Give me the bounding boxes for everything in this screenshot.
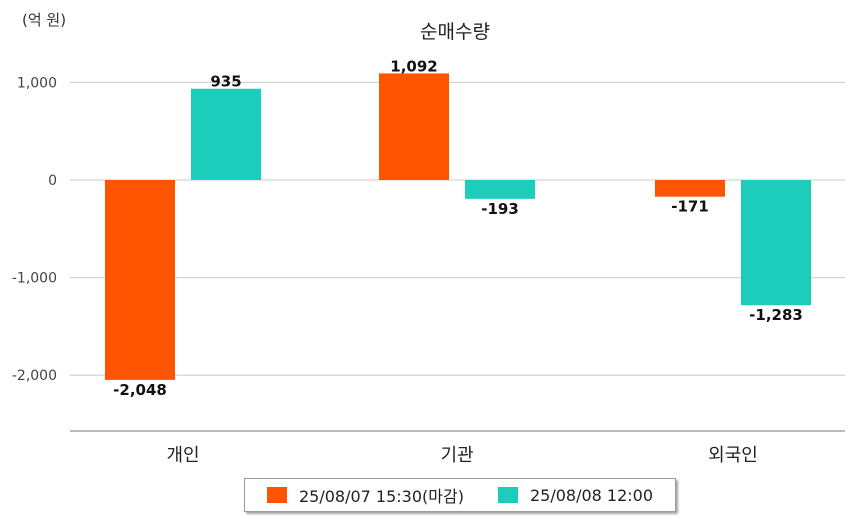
data-label: -1,283 [749,306,803,324]
legend-label: 25/08/08 12:00 [529,485,654,505]
bar [741,180,811,306]
data-label: 1,092 [390,57,437,75]
unit-label: (억 원) [22,11,66,29]
x-category-label: 기관 [440,445,473,466]
bar [379,73,449,180]
data-labels: -2,048 1,092 -171 935 -193 -1,283 [113,57,803,398]
legend-label: 25/08/07 15:30(마감) [298,487,464,506]
y-tick-label: -1,000 [12,271,57,287]
x-axis-categories: 개인 기관 외국인 [166,445,757,466]
legend-item-series-1: 25/08/07 15:30(마감) [266,483,464,507]
y-axis-ticks: 1,000 0 -1,000 -2,000 [12,75,57,384]
legend-swatch [497,487,518,503]
bars [105,73,811,380]
y-tick-label: 0 [48,173,57,189]
legend-item-series-2: 25/08/08 12:00 [497,485,654,505]
data-label: 935 [210,73,241,91]
data-label: -193 [481,200,519,218]
chart-title: 순매수량 [420,21,490,43]
bar [655,180,725,197]
y-tick-label: -2,000 [12,368,57,384]
x-category-label: 외국인 [708,445,758,466]
data-label: -171 [671,198,709,216]
bar [191,88,261,180]
bar [105,180,175,380]
legend: 25/08/07 15:30(마감) 25/08/08 12:00 [244,478,676,512]
bar [465,180,535,199]
data-label: -2,048 [113,381,167,399]
x-category-label: 개인 [166,445,199,466]
legend-swatch [266,487,287,503]
y-tick-label: 1,000 [17,75,57,91]
grid-layer [70,81,845,376]
